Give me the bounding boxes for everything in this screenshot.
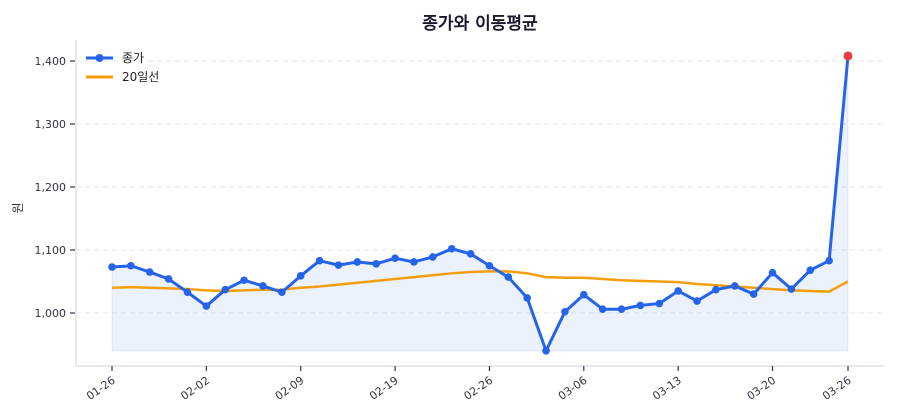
data-point-marker	[693, 297, 701, 305]
y-axis-ticks: 1,000 1,100 1,200 1,300 1,400	[35, 55, 75, 320]
axes	[75, 40, 885, 367]
y-tick-label: 1,300	[35, 118, 67, 131]
data-point-marker	[617, 305, 626, 314]
chart-title: 종가와 이동평균	[422, 14, 538, 34]
data-point-marker	[108, 263, 116, 271]
data-point-marker	[523, 294, 531, 302]
data-point-marker	[655, 299, 664, 308]
data-point-marker	[806, 266, 815, 274]
y-tick-label: 1,000	[35, 307, 67, 320]
data-point-marker	[542, 347, 550, 355]
x-tick-label: 03-13	[650, 374, 684, 403]
data-point-marker	[447, 244, 456, 253]
data-point-marker	[598, 305, 607, 314]
data-point-marker	[674, 287, 682, 295]
x-tick-label: 03-06	[556, 374, 590, 403]
data-point-marker	[466, 249, 475, 258]
data-point-marker	[749, 290, 758, 298]
data-point-marker	[372, 260, 381, 268]
close-area	[111, 55, 849, 353]
data-point-marker	[579, 290, 588, 299]
data-point-marker	[240, 276, 248, 285]
data-point-marker	[504, 273, 513, 281]
data-point-marker	[730, 282, 739, 290]
y-tick-label: 1,200	[35, 181, 67, 194]
data-point-marker	[787, 285, 796, 293]
legend-marker-icon	[95, 54, 104, 62]
x-tick-label: 03-26	[820, 374, 854, 403]
data-point-marker	[391, 254, 399, 262]
data-point-marker	[712, 285, 720, 294]
data-point-marker	[164, 275, 173, 283]
data-point-marker	[334, 261, 343, 269]
data-point-marker	[202, 302, 211, 310]
ma20-line	[111, 270, 849, 293]
x-tick-label: 02-19	[367, 374, 401, 403]
data-point-marker	[315, 256, 324, 265]
data-point-marker	[127, 261, 135, 270]
data-point-marker	[296, 272, 305, 280]
legend-item-close: 종가	[86, 51, 144, 65]
data-point-marker	[768, 268, 777, 277]
area-fill	[111, 55, 849, 353]
data-point-marker	[183, 288, 192, 297]
y-tick-label: 1,100	[35, 244, 67, 257]
y-tick-label: 1,400	[35, 55, 67, 68]
legend: 종가 20일선	[86, 51, 159, 84]
y-axis-label: 원	[11, 202, 25, 213]
data-point-marker	[561, 307, 569, 316]
data-point-marker	[278, 288, 286, 297]
x-axis-ticks: 01-26 02-02 02-09 02-19 02-26 03-06 03-13 03-20…	[84, 366, 854, 403]
data-point-marker	[259, 282, 267, 290]
data-point-marker	[410, 258, 418, 266]
x-tick-label: 02-02	[178, 374, 212, 403]
data-point-marker	[145, 268, 154, 276]
data-point-marker	[485, 261, 494, 270]
data-point-marker	[429, 253, 437, 261]
x-tick-label: 02-09	[273, 374, 307, 403]
x-tick-label: 02-26	[462, 374, 496, 403]
x-tick-label: 01-26	[84, 374, 118, 403]
data-point-marker	[825, 256, 833, 265]
x-tick-label: 03-20	[745, 374, 779, 403]
close-line	[111, 55, 850, 353]
legend-label-close: 종가	[122, 51, 144, 65]
legend-item-ma20: 20일선	[86, 70, 159, 84]
legend-label-ma20: 20일선	[122, 70, 159, 84]
series-lines	[108, 51, 853, 355]
data-point-marker	[636, 301, 645, 310]
data-point-marker	[353, 258, 362, 266]
data-point-marker	[221, 285, 230, 294]
last-point-marker	[843, 51, 853, 61]
